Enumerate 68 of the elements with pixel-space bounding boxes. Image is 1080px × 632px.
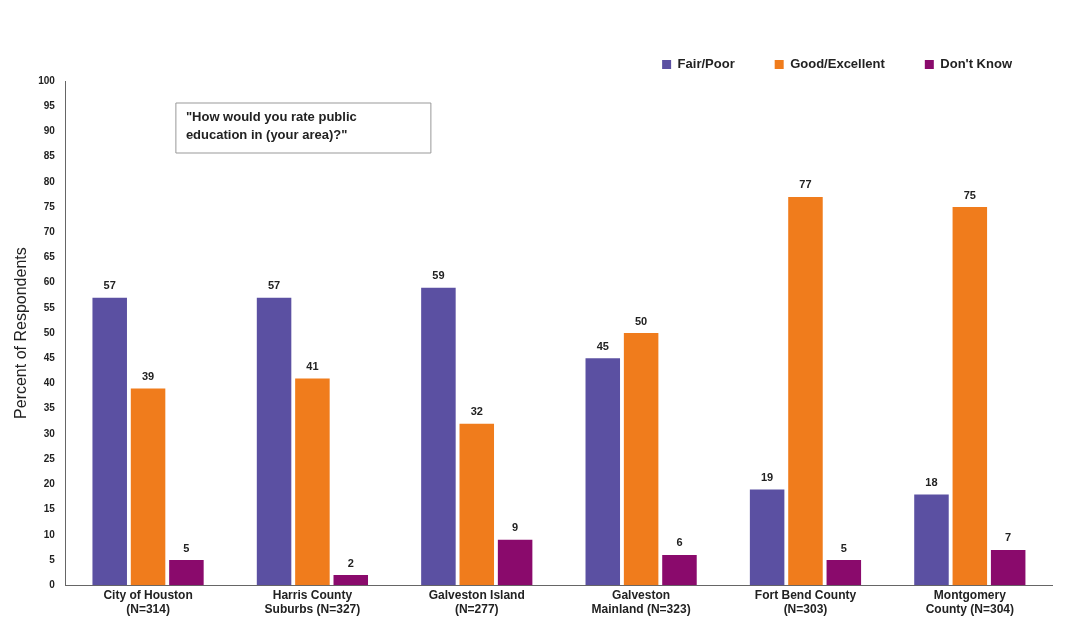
x-tick-label: Galveston Mainland (N=323) [591, 587, 691, 617]
data-label: 7 [1005, 531, 1012, 544]
bar [295, 378, 330, 586]
y-tick-label: 60 [43, 276, 56, 288]
y-tick-label: 55 [43, 301, 56, 313]
data-label: 5 [183, 541, 190, 554]
bar [952, 207, 988, 586]
y-tick-label: 20 [43, 478, 56, 490]
y-tick-label: 70 [43, 226, 56, 238]
bar [130, 388, 166, 586]
y-tick-label: 95 [43, 99, 56, 111]
data-label: 75 [963, 188, 976, 201]
bar [169, 559, 204, 586]
y-tick-label: 25 [43, 452, 56, 464]
y-tick-label: 75 [43, 200, 56, 212]
y-tick-label: 5 [49, 553, 56, 565]
x-tick-label: Montgomery County (N=304) [925, 587, 1014, 617]
bar [333, 575, 369, 586]
bar [459, 423, 495, 586]
y-tick-label: 0 [49, 578, 56, 590]
x-tick-label: Harris County Suburbs (N=327) [264, 587, 361, 617]
bar [585, 358, 621, 586]
y-tick-label: 15 [43, 503, 56, 515]
data-label: 50 [634, 314, 648, 327]
x-tick-label: City of Houston (N=314) [103, 587, 193, 617]
data-label: 18 [925, 475, 938, 488]
bar [990, 549, 1026, 586]
bar [914, 494, 949, 586]
legend-label: Good/Excellent [790, 56, 886, 72]
y-tick-label: 80 [43, 175, 56, 187]
x-tick-label: Fort Bend County (N=303) [754, 587, 857, 617]
y-tick-label: 50 [43, 326, 56, 338]
y-tick-label: 30 [43, 427, 56, 439]
bar [497, 539, 533, 586]
data-label: 39 [141, 370, 155, 383]
bar [788, 196, 823, 586]
y-tick-label: 90 [43, 125, 56, 137]
y-tick-label: 100 [38, 74, 56, 86]
data-label: 59 [432, 269, 445, 282]
bar [662, 554, 697, 586]
data-label: 19 [761, 470, 774, 483]
annotation: "How would you rate public education in (your area)?" [185, 109, 357, 143]
bar [92, 297, 127, 586]
bar [749, 489, 785, 586]
data-label: 5 [840, 541, 847, 554]
data-label: 6 [676, 536, 683, 549]
bar [421, 287, 456, 586]
y-axis-title: Percent of Respondents [12, 247, 30, 419]
y-tick-label: 65 [43, 251, 56, 263]
data-label: 32 [470, 405, 483, 418]
data-label: 9 [512, 521, 519, 534]
y-tick-label: 35 [43, 402, 56, 414]
data-label: 57 [267, 279, 281, 292]
data-label: 77 [799, 178, 812, 191]
data-label: 41 [306, 360, 319, 373]
y-tick-label: 85 [43, 150, 56, 162]
y-tick-label: 10 [43, 528, 56, 540]
legend-label: Don't Know [940, 56, 1013, 72]
y-tick-label: 45 [43, 352, 56, 364]
x-tick-label: Galveston Island (N=277) [428, 587, 525, 617]
data-label: 45 [596, 339, 609, 352]
data-label: 2 [347, 556, 354, 569]
data-label: 57 [103, 279, 116, 292]
y-tick-label: 40 [43, 377, 56, 389]
legend-label: Fair/Poor [677, 56, 735, 72]
bar [826, 559, 862, 586]
bar [623, 333, 659, 586]
bar [256, 297, 292, 586]
